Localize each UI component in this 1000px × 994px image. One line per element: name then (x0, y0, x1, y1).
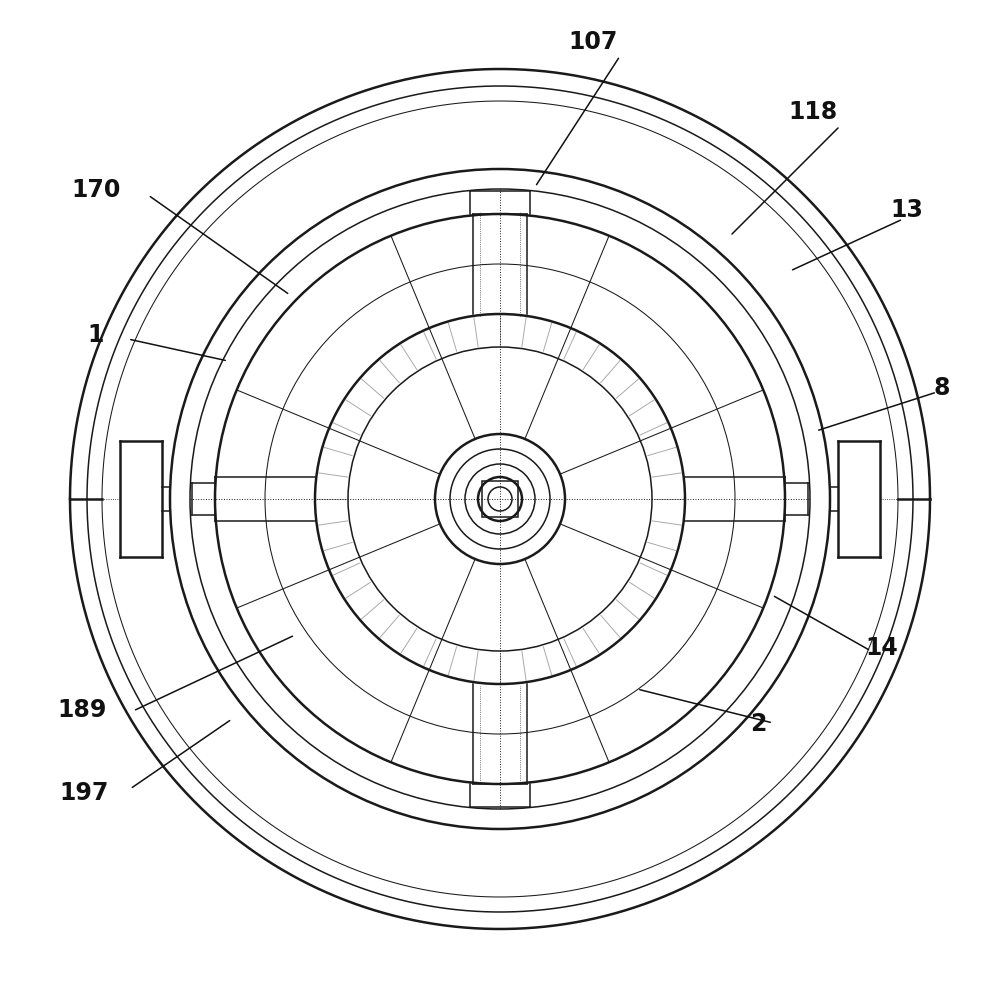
Text: 8: 8 (934, 376, 950, 400)
Text: 13: 13 (891, 198, 923, 222)
Bar (482, 481, 518, 518)
Text: 1: 1 (88, 323, 104, 347)
Text: 107: 107 (568, 30, 618, 54)
Text: 197: 197 (59, 780, 109, 804)
Text: 118: 118 (788, 100, 838, 124)
Text: 189: 189 (57, 698, 107, 722)
Text: 14: 14 (866, 635, 898, 659)
Text: 2: 2 (750, 712, 766, 736)
Text: 170: 170 (71, 178, 121, 202)
